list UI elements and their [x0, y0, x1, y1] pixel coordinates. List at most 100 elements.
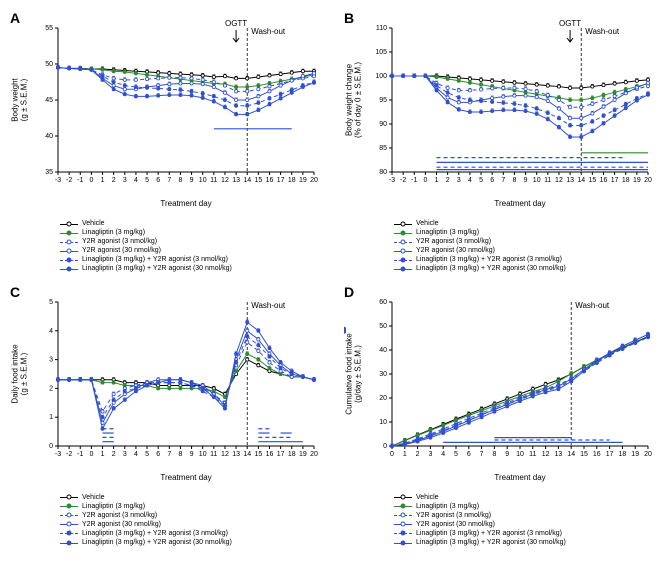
series-lina: [58, 68, 314, 87]
svg-text:8: 8: [492, 451, 496, 458]
legend-label: Linagliptin (3 mg/kg) + Y2R agonist (30 …: [82, 538, 232, 547]
svg-text:100: 100: [375, 73, 387, 80]
legend-label: Y2R agonist (30 nmol/kg): [416, 520, 495, 529]
svg-text:0: 0: [383, 443, 387, 450]
legend-item-y2r3: Y2R agonist (3 nmol/kg): [60, 237, 324, 246]
svg-text:0: 0: [89, 451, 93, 458]
series-y2r30: [58, 330, 314, 422]
svg-text:8: 8: [178, 451, 182, 458]
svg-text:45: 45: [45, 97, 53, 104]
svg-text:9: 9: [190, 177, 194, 184]
legend-item-lina_y2r30: Linagliptin (3 mg/kg) + Y2R agonist (30 …: [394, 538, 658, 547]
svg-text:3: 3: [123, 177, 127, 184]
svg-text:6: 6: [156, 177, 160, 184]
legend-item-lina_y2r30: Linagliptin (3 mg/kg) + Y2R agonist (30 …: [60, 538, 324, 547]
svg-text:9: 9: [505, 451, 509, 458]
svg-text:3: 3: [457, 177, 461, 184]
svg-text:8: 8: [178, 177, 182, 184]
svg-text:1: 1: [49, 414, 53, 421]
svg-text:10: 10: [199, 177, 207, 184]
svg-text:OGTT: OGTT: [559, 19, 581, 28]
svg-text:17: 17: [606, 451, 614, 458]
legend-label: Linagliptin (3 mg/kg) + Y2R agonist (3 n…: [82, 255, 228, 264]
legend-A: Vehicle Linagliptin (3 mg/kg) Y2R agonis…: [60, 219, 324, 274]
svg-text:0: 0: [49, 443, 53, 450]
svg-text:-1: -1: [77, 177, 83, 184]
series-lina: [392, 76, 648, 100]
svg-text:-1: -1: [411, 177, 417, 184]
svg-text:Body weight change(% of day 0: Body weight change(% of day 0 ± S.E.M.): [345, 62, 363, 138]
legend-label: Linagliptin (3 mg/kg): [416, 228, 479, 237]
svg-text:105: 105: [375, 49, 387, 56]
svg-text:30: 30: [379, 371, 387, 378]
svg-text:7: 7: [501, 177, 505, 184]
panel-label-A: A: [10, 10, 20, 26]
svg-text:3: 3: [428, 451, 432, 458]
legend-item-y2r30: Y2R agonist (30 nmol/kg): [60, 246, 324, 255]
chart-C: 012345-3-2-10123456789101112131415161718…: [10, 284, 320, 484]
legend-label: Linagliptin (3 mg/kg) + Y2R agonist (3 n…: [416, 255, 562, 264]
svg-text:19: 19: [299, 177, 307, 184]
svg-text:Wash-out: Wash-out: [251, 301, 286, 310]
svg-text:95: 95: [379, 97, 387, 104]
svg-text:2: 2: [416, 451, 420, 458]
svg-text:Treatment day: Treatment day: [160, 473, 211, 482]
svg-text:18: 18: [288, 177, 296, 184]
svg-text:8: 8: [512, 177, 516, 184]
panel-label-D: D: [344, 284, 354, 300]
svg-text:50: 50: [379, 323, 387, 330]
panel-label-B: B: [344, 10, 354, 26]
svg-text:OGTT: OGTT: [225, 19, 247, 28]
svg-text:12: 12: [542, 451, 550, 458]
series-lina_y2r30: [392, 76, 648, 137]
svg-text:0: 0: [423, 177, 427, 184]
svg-text:10: 10: [199, 451, 207, 458]
svg-text:90: 90: [379, 121, 387, 128]
svg-text:3: 3: [49, 356, 53, 363]
svg-text:50: 50: [45, 61, 53, 68]
svg-text:14: 14: [567, 451, 575, 458]
legend-item-lina_y2r3: Linagliptin (3 mg/kg) + Y2R agonist (3 n…: [60, 255, 324, 264]
legend-item-vehicle: Vehicle: [60, 493, 324, 502]
svg-text:14: 14: [243, 177, 251, 184]
legend-item-lina_y2r30: Linagliptin (3 mg/kg) + Y2R agonist (30 …: [60, 264, 324, 273]
svg-text:6: 6: [490, 177, 494, 184]
legend-B: Vehicle Linagliptin (3 mg/kg) Y2R agonis…: [394, 219, 658, 274]
panel-C: C 012345-3-2-101234567891011121314151617…: [10, 284, 324, 548]
svg-text:12: 12: [221, 451, 229, 458]
legend-label: Y2R agonist (30 nmol/kg): [82, 520, 161, 529]
svg-text:5: 5: [145, 177, 149, 184]
legend-label: Linagliptin (3 mg/kg) + Y2R agonist (3 n…: [82, 529, 228, 538]
series-vehicle: [58, 359, 314, 394]
legend-item-lina: Linagliptin (3 mg/kg): [60, 502, 324, 511]
svg-text:7: 7: [167, 451, 171, 458]
svg-text:7: 7: [167, 177, 171, 184]
svg-text:-1: -1: [77, 451, 83, 458]
legend-C: Vehicle Linagliptin (3 mg/kg) Y2R agonis…: [60, 493, 324, 548]
svg-text:6: 6: [156, 451, 160, 458]
svg-text:19: 19: [299, 451, 307, 458]
panel-D: D 01020304050600123456789101112131415161…: [344, 284, 658, 548]
svg-text:9: 9: [524, 177, 528, 184]
legend-label: Y2R agonist (30 nmol/kg): [416, 246, 495, 255]
svg-text:Daily food intake(g ± S.E.M.): Daily food intake(g ± S.E.M.): [11, 343, 29, 403]
svg-text:20: 20: [379, 395, 387, 402]
svg-text:Treatment day: Treatment day: [494, 473, 545, 482]
svg-text:16: 16: [266, 177, 274, 184]
svg-text:4: 4: [468, 177, 472, 184]
svg-text:14: 14: [243, 451, 251, 458]
legend-label: Vehicle: [416, 219, 439, 228]
svg-text:40: 40: [379, 347, 387, 354]
svg-text:0: 0: [390, 451, 394, 458]
svg-text:2: 2: [112, 451, 116, 458]
svg-text:11: 11: [544, 177, 551, 184]
svg-text:11: 11: [529, 451, 536, 458]
svg-text:20: 20: [644, 451, 652, 458]
legend-item-y2r30: Y2R agonist (30 nmol/kg): [394, 520, 658, 529]
legend-item-vehicle: Vehicle: [394, 493, 658, 502]
svg-text:4: 4: [134, 177, 138, 184]
svg-text:4: 4: [49, 327, 53, 334]
svg-text:14: 14: [577, 177, 585, 184]
legend-label: Y2R agonist (30 nmol/kg): [82, 246, 161, 255]
svg-text:Wash-out: Wash-out: [575, 301, 610, 310]
